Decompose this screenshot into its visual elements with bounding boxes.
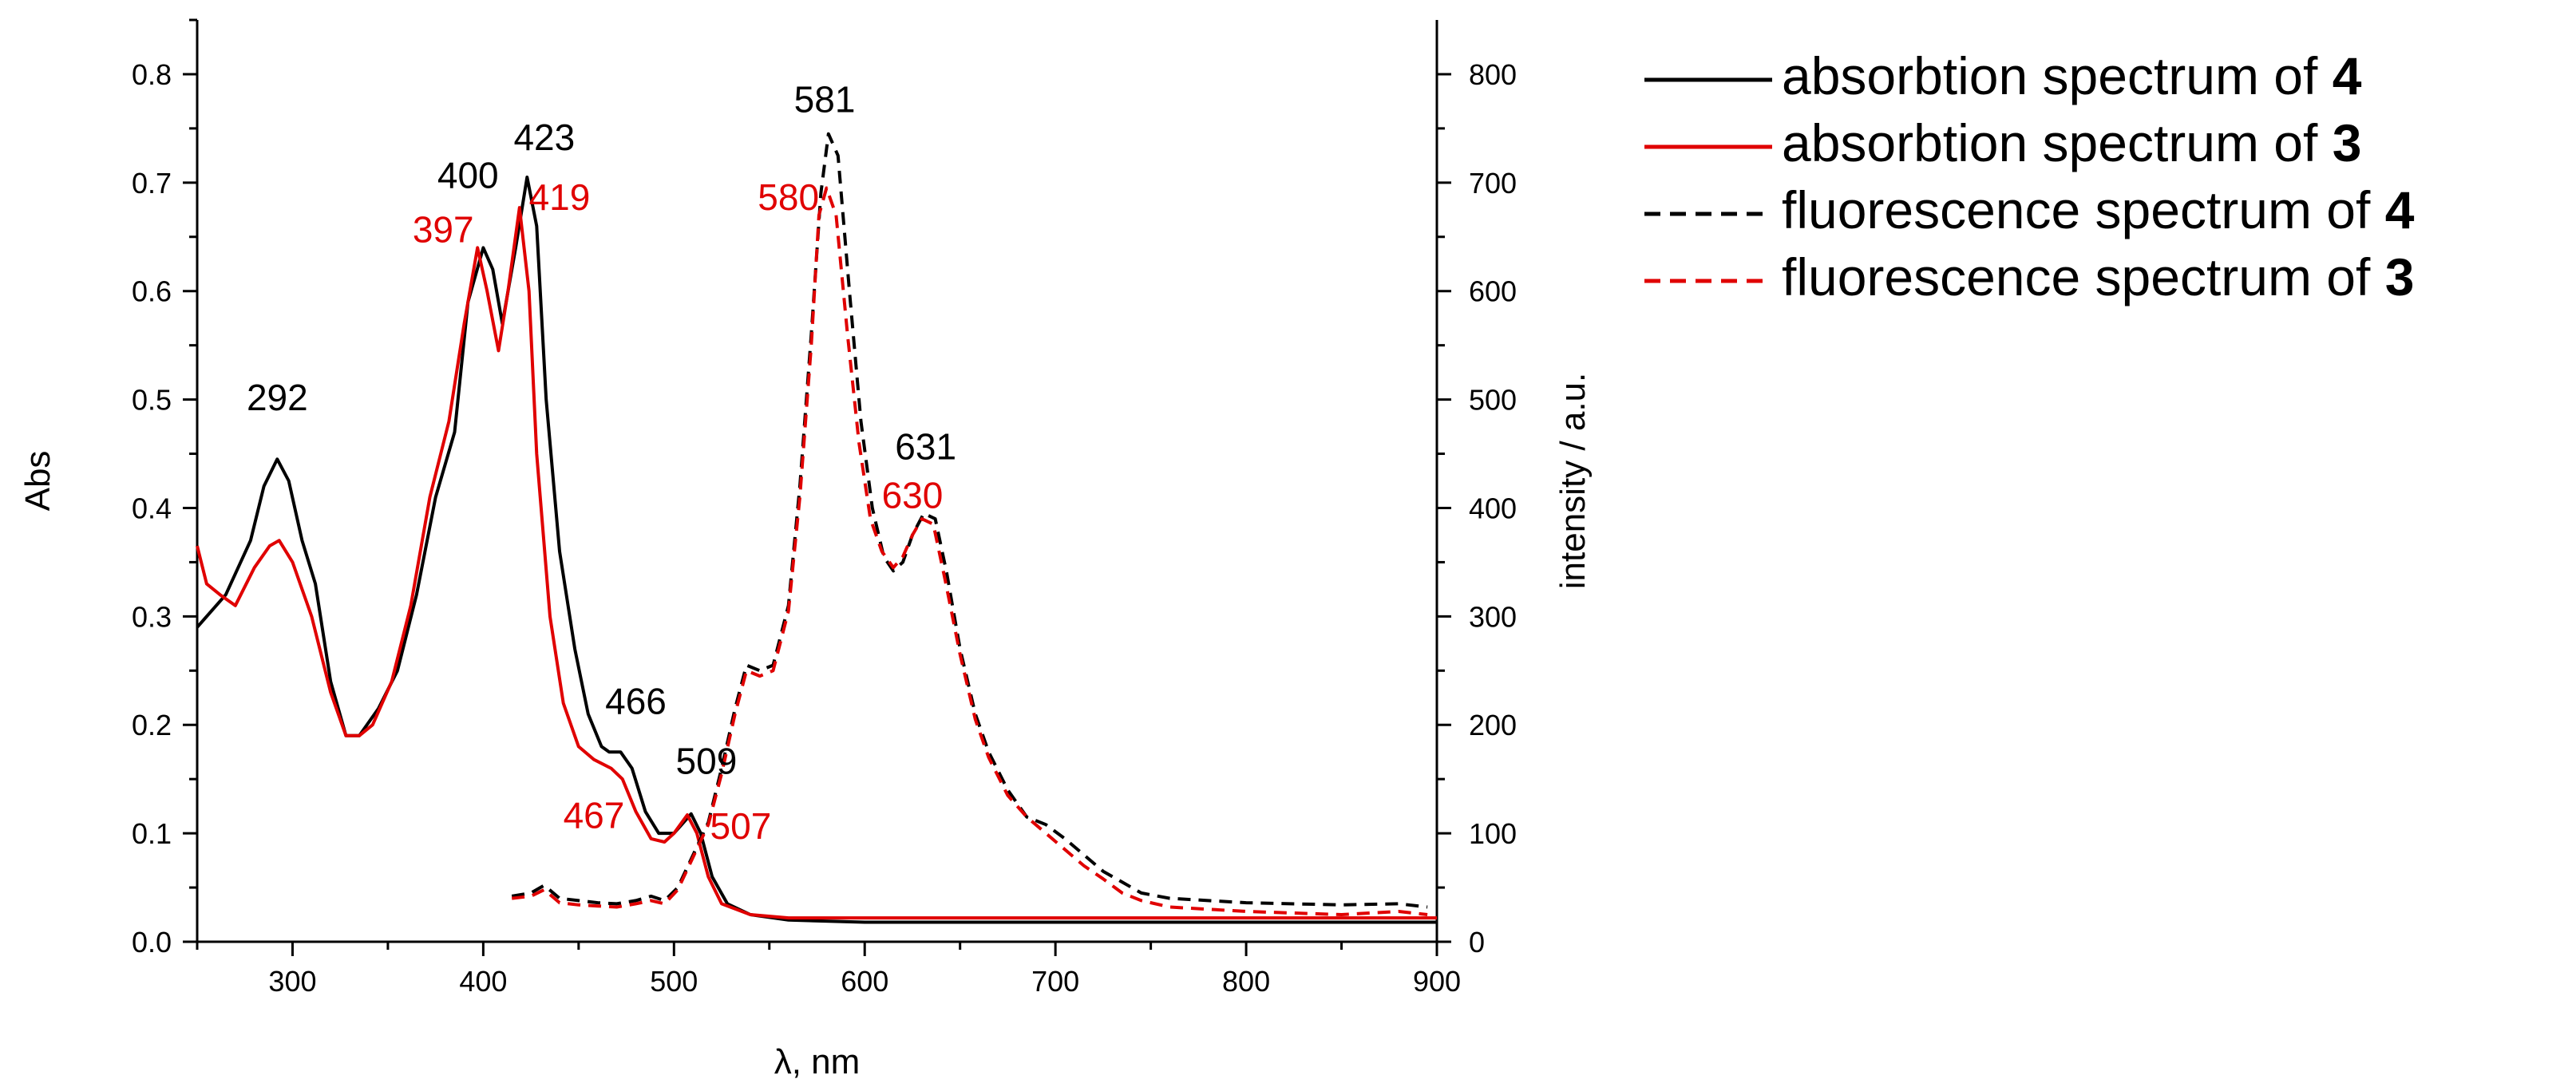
legend-entry-1: absorbtion spectrum of 4: [1782, 46, 2362, 105]
x-tick-label: 700: [1031, 965, 1079, 998]
y-left-tick-label: 0.7: [132, 167, 172, 200]
peak-label: 507: [710, 805, 772, 847]
series-layer: [196, 132, 1437, 924]
y-right-tick-label: 100: [1469, 817, 1517, 850]
legend-entry-3: fluorescence spectrum of 4: [1782, 180, 2415, 239]
y-left-tick-label: 0.0: [132, 926, 172, 959]
series-line-1: [196, 176, 1437, 924]
peak-label: 467: [564, 794, 625, 836]
annotation-layer: 292 400 423 397 419 466 467 509 507 581 580 631 630: [247, 79, 956, 847]
series-line-4: [511, 186, 1428, 916]
y-left-tick-label: 0.6: [132, 275, 172, 308]
legend-entry-2: absorbtion spectrum of 3: [1782, 113, 2361, 172]
peak-label: 292: [247, 377, 308, 418]
legend-entry-text: fluorescence spectrum of: [1782, 180, 2385, 239]
peak-label: 630: [882, 474, 944, 516]
y-right-tick-label: 600: [1469, 275, 1517, 308]
y-left-tick-label: 0.4: [132, 492, 172, 524]
y-right-tick-label: 200: [1469, 709, 1517, 741]
y-right-tick-label: 0: [1469, 926, 1485, 959]
peak-label: 581: [794, 79, 856, 121]
y-left-tick-label: 0.3: [132, 600, 172, 633]
legend-entry-compound: 3: [2385, 247, 2415, 306]
y-left-tick-label: 0.8: [132, 58, 172, 91]
x-tick-label: 900: [1413, 965, 1461, 998]
y-left-tick-label: 0.2: [132, 709, 172, 741]
y-right-tick-label: 800: [1469, 58, 1517, 91]
peak-label: 419: [529, 176, 591, 218]
series-line-2: [196, 206, 1437, 920]
y-left-axis-title: Abs: [18, 451, 57, 512]
x-tick-label: 400: [459, 965, 507, 998]
peak-label: 631: [895, 425, 956, 467]
y-left-tick-label: 0.5: [132, 384, 172, 417]
peak-label: 466: [605, 681, 667, 722]
y-right-tick-label: 700: [1469, 167, 1517, 200]
x-axis-title: λ, nm: [774, 1042, 861, 1081]
peak-label: 423: [513, 117, 575, 158]
y-right-tick-label: 500: [1469, 384, 1517, 417]
x-tick-label: 600: [841, 965, 888, 998]
x-tick-label: 300: [268, 965, 316, 998]
legend-entry-compound: 4: [2385, 180, 2415, 239]
x-tick-label: 800: [1222, 965, 1270, 998]
plot-frame: 300 400 500 600 700 800 900 0.0 0.1 0.2 0.3 0.4 0.5 0…: [18, 18, 1593, 1081]
y-right-tick-label: 400: [1469, 492, 1517, 524]
legend-entry-text: absorbtion spectrum of: [1782, 46, 2333, 105]
y-right-axis-title: intensity / a.u.: [1553, 373, 1593, 589]
legend-entry-text: absorbtion spectrum of: [1782, 113, 2333, 172]
legend-entry-compound: 3: [2333, 113, 2362, 172]
peak-label: 397: [413, 209, 474, 251]
y-left-tick-label: 0.1: [132, 817, 172, 850]
peak-label: 580: [758, 176, 819, 218]
peak-label: 509: [676, 740, 738, 781]
y-right-tick-label: 300: [1469, 600, 1517, 633]
legend-entry-4: fluorescence spectrum of 3: [1782, 247, 2414, 306]
peak-label: 400: [437, 155, 499, 196]
x-tick-label: 500: [650, 965, 698, 998]
series-line-3: [511, 132, 1428, 909]
legend-entry-compound: 4: [2333, 46, 2362, 105]
legend-entry-text: fluorescence spectrum of: [1782, 247, 2385, 306]
